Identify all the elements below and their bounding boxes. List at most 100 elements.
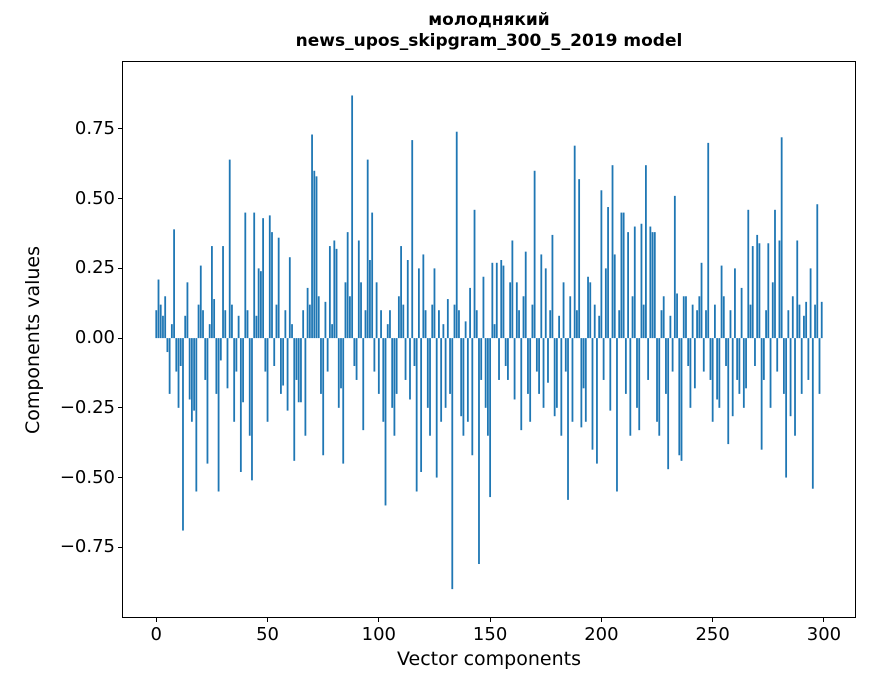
- bar: [567, 338, 569, 500]
- chart-title-line2: news_upos_skipgram_300_5_2019 model: [295, 31, 683, 51]
- bar: [680, 338, 683, 461]
- bars-chart: [155, 95, 823, 590]
- bar: [504, 338, 507, 366]
- bar: [785, 338, 788, 478]
- bar: [266, 338, 269, 422]
- bar: [513, 338, 516, 400]
- bar: [168, 338, 171, 394]
- bar: [685, 296, 687, 339]
- bar: [778, 240, 781, 339]
- bar: [342, 338, 345, 464]
- y-axis-label: Components values: [22, 245, 44, 435]
- y-tick-label: 0.25: [74, 257, 115, 279]
- bar: [308, 304, 311, 339]
- bar: [682, 296, 685, 339]
- bar: [562, 282, 565, 339]
- bar: [184, 315, 187, 339]
- bar: [462, 338, 465, 436]
- y-tick-mark: [118, 337, 122, 339]
- bar: [182, 338, 184, 531]
- bar: [297, 338, 300, 403]
- bar: [251, 338, 253, 481]
- bar: [438, 310, 440, 339]
- bar: [322, 338, 325, 456]
- bar: [547, 338, 549, 383]
- bar: [633, 226, 636, 339]
- bar: [722, 296, 725, 339]
- bar: [304, 338, 307, 436]
- bar: [475, 310, 478, 339]
- bar: [745, 338, 747, 389]
- bar: [767, 243, 770, 339]
- bar: [313, 170, 316, 339]
- bar: [389, 310, 391, 339]
- bar: [204, 338, 207, 380]
- bar: [518, 310, 520, 339]
- bar: [558, 315, 561, 339]
- bar: [190, 338, 193, 422]
- bar: [206, 338, 209, 464]
- bar: [217, 338, 220, 492]
- bar: [306, 287, 309, 339]
- bar: [696, 310, 698, 339]
- bar: [489, 338, 492, 498]
- bar: [598, 315, 601, 339]
- bar: [651, 232, 654, 339]
- bar: [553, 338, 556, 417]
- bar: [451, 338, 454, 590]
- bar: [402, 304, 405, 339]
- bar: [369, 260, 371, 339]
- bar: [226, 338, 229, 389]
- x-tick-label: 0: [150, 624, 162, 645]
- bar: [242, 338, 244, 403]
- bar: [164, 296, 167, 339]
- bar: [362, 338, 365, 431]
- bar: [455, 131, 458, 339]
- y-tick-mark: [118, 128, 122, 130]
- chart-title: молоднякий news_upos_skipgram_300_5_2019…: [122, 10, 856, 52]
- bar: [466, 338, 469, 422]
- bar: [527, 338, 529, 394]
- bar: [498, 338, 500, 380]
- bar: [478, 338, 480, 565]
- bar: [248, 338, 251, 436]
- bar: [173, 229, 175, 339]
- bar: [520, 338, 523, 431]
- bar: [208, 324, 211, 339]
- bar: [253, 212, 256, 339]
- bar: [235, 338, 238, 372]
- bar: [493, 324, 496, 339]
- bar: [355, 338, 358, 380]
- bar: [391, 338, 394, 408]
- x-tick-label: 300: [806, 624, 842, 645]
- bar: [602, 338, 605, 380]
- bar: [446, 299, 449, 339]
- bar: [776, 338, 779, 372]
- bar: [604, 268, 607, 339]
- bar: [509, 282, 512, 339]
- bar: [500, 260, 503, 339]
- bar: [442, 324, 445, 339]
- bar: [328, 246, 331, 339]
- bar: [782, 338, 785, 394]
- bar: [805, 301, 808, 339]
- bar: [233, 338, 236, 422]
- bar: [629, 338, 632, 436]
- bar: [431, 304, 434, 339]
- bar: [317, 296, 320, 339]
- bar: [157, 279, 160, 339]
- bar: [331, 324, 333, 339]
- bar: [335, 248, 338, 339]
- bar: [170, 324, 173, 339]
- bar: [609, 338, 612, 411]
- bar: [469, 287, 471, 339]
- bar: [282, 338, 285, 386]
- bar: [600, 190, 603, 339]
- bar: [231, 304, 233, 339]
- bar: [709, 338, 712, 380]
- y-tick-label: −0.75: [59, 536, 115, 558]
- bar: [593, 304, 596, 339]
- bar: [275, 304, 278, 339]
- bar: [315, 176, 318, 339]
- bar: [560, 338, 563, 436]
